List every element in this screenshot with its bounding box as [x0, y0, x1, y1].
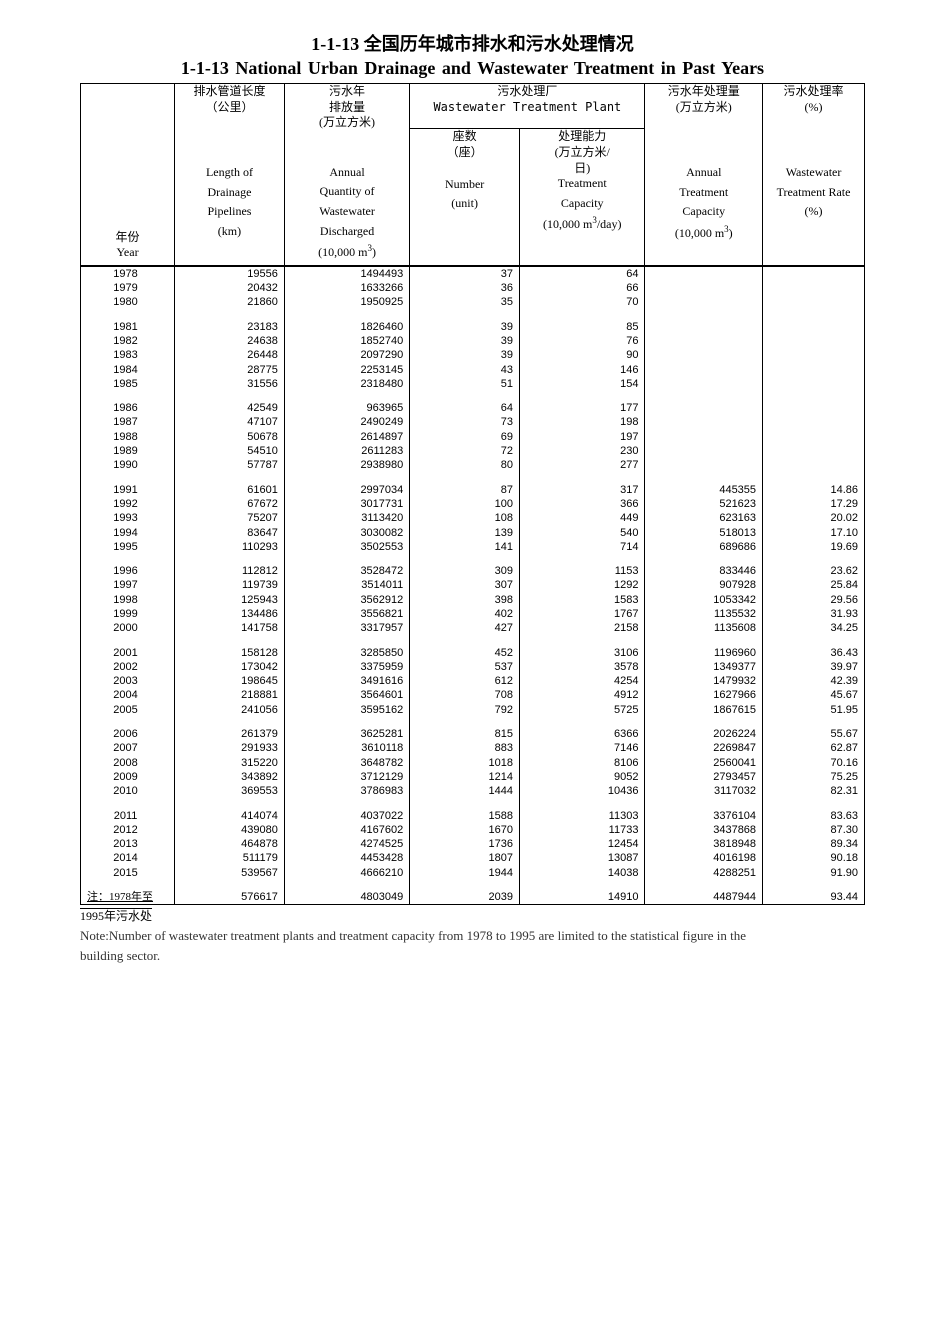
table-row: 2008315220364878210188106256004170.16 — [81, 756, 865, 770]
table-row: 19822463818527403976 — [81, 334, 865, 348]
title-en: 1-1-13 National Urban Drainage and Waste… — [80, 58, 865, 79]
table-row: 19832644820972903990 — [81, 348, 865, 362]
hdr-discharge: 污水年 排放量 (万立方米) Annual Quantity of Wastew… — [284, 84, 409, 266]
table-row: 20134648784274525173612454381894889.34 — [81, 837, 865, 851]
table-row: 199057787293898080277 — [81, 458, 865, 472]
table-row: 19864254996396564177 — [81, 401, 865, 415]
note-row: 注：1978年至5766174803049203914910448794493.… — [81, 890, 865, 905]
table-row: 199913448635568214021767113553231.93 — [81, 607, 865, 621]
table-row: 19812318318264603985 — [81, 320, 865, 334]
table-row: 200524105635951627925725186761551.95 — [81, 703, 865, 717]
hdr-year: 年份 Year — [81, 84, 175, 266]
hdr-wwtp: 污水处理厂 Wastewater Treatment Plant — [410, 84, 645, 129]
table-row: 200014175833179574272158113560834.25 — [81, 621, 865, 635]
table-row: 199375207311342010844962316320.02 — [81, 511, 865, 525]
table-row: 199812594335629123981583105334229.56 — [81, 593, 865, 607]
table-row: 200626137936252818156366202622455.67 — [81, 727, 865, 741]
table-row: 199483647303008213954051801317.10 — [81, 526, 865, 540]
table-row: 198850678261489769197 — [81, 430, 865, 444]
table-row: 198428775225314543146 — [81, 363, 865, 377]
table-row: 200319864534916166124254147993242.39 — [81, 674, 865, 688]
title-cn: 1-1-13 全国历年城市排水和污水处理情况 — [80, 30, 865, 56]
hdr-annual-cap: 污水年处理量 (万立方米) Annual Treatment Capacity … — [645, 84, 763, 266]
table-row: 200115812832858504523106119696036.43 — [81, 646, 865, 660]
table-row: 20124390804167602167011733343786887.30 — [81, 823, 865, 837]
table-row: 200217304233759595373578134937739.97 — [81, 660, 865, 674]
table-row: 20155395674666210194414038428825191.90 — [81, 866, 865, 880]
table-row: 19802186019509253570 — [81, 295, 865, 309]
table-row: 1995110293350255314171468968619.69 — [81, 540, 865, 554]
hdr-number: 座数 （座） Number (unit) — [410, 129, 520, 265]
table-row: 2009343892371212912149052279345775.25 — [81, 770, 865, 784]
note-en: Note:Number of wastewater treatment plan… — [80, 926, 787, 965]
table-row: 199267672301773110036652162317.29 — [81, 497, 865, 511]
table-row: 198531556231848051154 — [81, 377, 865, 391]
table-row: 198747107249024973198 — [81, 415, 865, 429]
table-row: 19792043216332663666 — [81, 281, 865, 295]
table-row: 19916160129970348731744535514.86 — [81, 483, 865, 497]
hdr-length: 排水管道长度 （公里） Length of Drainage Pipelines… — [175, 84, 285, 266]
data-table: 年份 Year 排水管道长度 （公里） Length of Drainage P… — [80, 83, 865, 905]
note-cn-line2: 1995年污水处 — [80, 907, 152, 924]
table-row: 20145111794453428180713087401619890.18 — [81, 851, 865, 865]
hdr-capacity: 处理能力 (万立方米/ 日) Treatment Capacity (10,00… — [520, 129, 645, 265]
table-row: 19961128123528472309115383344623.62 — [81, 564, 865, 578]
table-row: 200729193336101188837146226984762.87 — [81, 741, 865, 755]
table-row: 198954510261128372230 — [81, 444, 865, 458]
table-row: 20103695533786983144410436311703282.31 — [81, 784, 865, 798]
hdr-rate: 污水处理率 (%) Wastewater Treatment Rate (%) — [763, 84, 865, 266]
table-row: 19781955614944933764 — [81, 266, 865, 281]
table-row: 20114140744037022158811303337610483.63 — [81, 809, 865, 823]
table-row: 19971197393514011307129290792825.84 — [81, 578, 865, 592]
table-row: 200421888135646017084912162796645.67 — [81, 688, 865, 702]
